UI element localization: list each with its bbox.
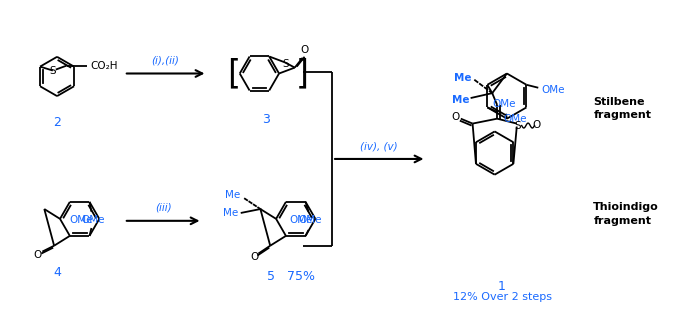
Text: S: S — [283, 59, 289, 69]
Text: 5   75%: 5 75% — [267, 270, 315, 283]
Text: O: O — [452, 112, 460, 122]
Text: ]: ] — [296, 57, 309, 90]
Text: OMe: OMe — [70, 215, 93, 225]
Text: (i),(ii): (i),(ii) — [151, 56, 179, 66]
Text: OMe: OMe — [299, 215, 322, 225]
Text: O: O — [300, 45, 308, 55]
Text: 1: 1 — [498, 280, 506, 293]
Text: OMe: OMe — [492, 99, 516, 109]
Text: 4: 4 — [53, 266, 61, 279]
Text: OMe: OMe — [82, 215, 105, 225]
Text: S: S — [514, 120, 521, 130]
Text: OMe: OMe — [541, 85, 565, 95]
Text: Thioindigo
fragment: Thioindigo fragment — [593, 202, 659, 226]
Text: OMe: OMe — [289, 215, 313, 225]
Text: S: S — [50, 66, 56, 76]
Text: (iii): (iii) — [155, 203, 172, 213]
Text: OMe: OMe — [503, 114, 526, 124]
Text: O: O — [251, 252, 259, 262]
Text: 12% Over 2 steps: 12% Over 2 steps — [452, 291, 552, 301]
Text: Me: Me — [223, 208, 238, 218]
Text: 3: 3 — [262, 113, 270, 126]
Text: Me: Me — [454, 73, 471, 83]
Text: [: [ — [227, 57, 240, 90]
Text: O: O — [533, 119, 541, 129]
Text: 2: 2 — [53, 116, 61, 129]
Text: Me: Me — [225, 190, 240, 200]
Text: Stilbene
fragment: Stilbene fragment — [593, 97, 651, 120]
Text: (iv), (v): (iv), (v) — [360, 141, 398, 151]
Text: O: O — [33, 250, 42, 260]
Text: CO₂H: CO₂H — [90, 61, 118, 71]
Text: Me: Me — [452, 95, 469, 105]
